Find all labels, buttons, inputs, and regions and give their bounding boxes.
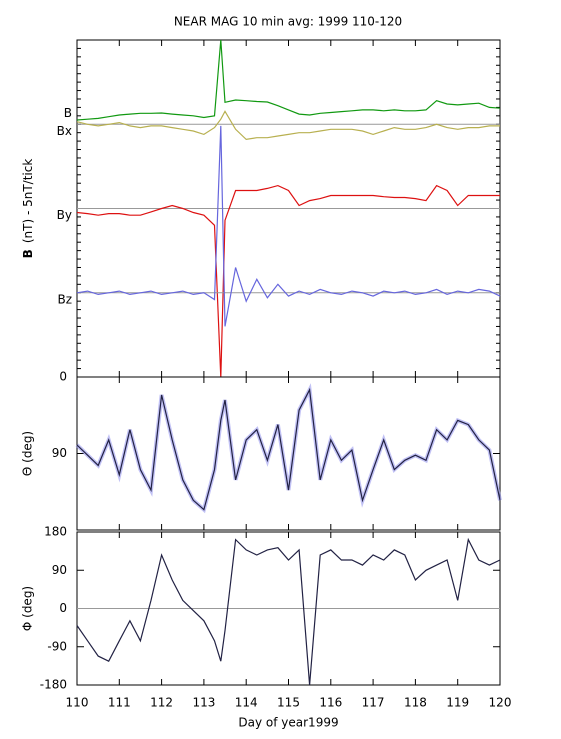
y-axis-label-text: (nT) - 5nT/tick	[21, 159, 35, 244]
y-tick-label: -180	[40, 678, 67, 692]
series-envelope	[75, 383, 502, 514]
y-axis-label: Θ (deg)	[21, 431, 35, 476]
y-axis-label: B (nT) - 5nT/tick	[21, 159, 35, 259]
x-tick-label: 115	[277, 696, 300, 710]
series-label: By	[57, 208, 72, 222]
series-line	[76, 39, 501, 121]
y-tick-label: -90	[47, 639, 67, 653]
x-tick-label: 110	[66, 696, 89, 710]
series-line	[76, 387, 501, 511]
series-label: Bx	[57, 124, 72, 138]
x-tick-label: 120	[489, 696, 512, 710]
x-tick-label: 117	[362, 696, 385, 710]
series-label: Bz	[57, 292, 72, 306]
series-line	[76, 184, 500, 378]
x-tick-label: 114	[235, 696, 258, 710]
y-tick-label: 0	[59, 370, 67, 384]
x-tick-label: 111	[108, 696, 131, 710]
y-tick-label: 90	[52, 563, 67, 577]
series-line	[76, 537, 501, 686]
x-tick-label: 113	[192, 696, 215, 710]
y-tick-label: 90	[52, 446, 67, 460]
series-line	[76, 110, 500, 141]
y-tick-label: 0	[59, 601, 67, 615]
series-line	[76, 125, 501, 327]
chart-title: NEAR MAG 10 min avg: 1999 110-120	[174, 15, 402, 29]
x-tick-label: 112	[150, 696, 173, 710]
y-tick-label: 180	[44, 525, 67, 539]
series-label: B	[64, 106, 72, 120]
x-tick-label: 116	[319, 696, 342, 710]
y-axis-label-bold: B	[21, 249, 35, 258]
x-tick-label: 118	[404, 696, 427, 710]
panel-frame	[76, 376, 501, 531]
y-axis-label: Φ (deg)	[21, 586, 35, 631]
x-tick-label: 119	[446, 696, 469, 710]
x-axis-label: Day of year1999	[238, 716, 338, 730]
